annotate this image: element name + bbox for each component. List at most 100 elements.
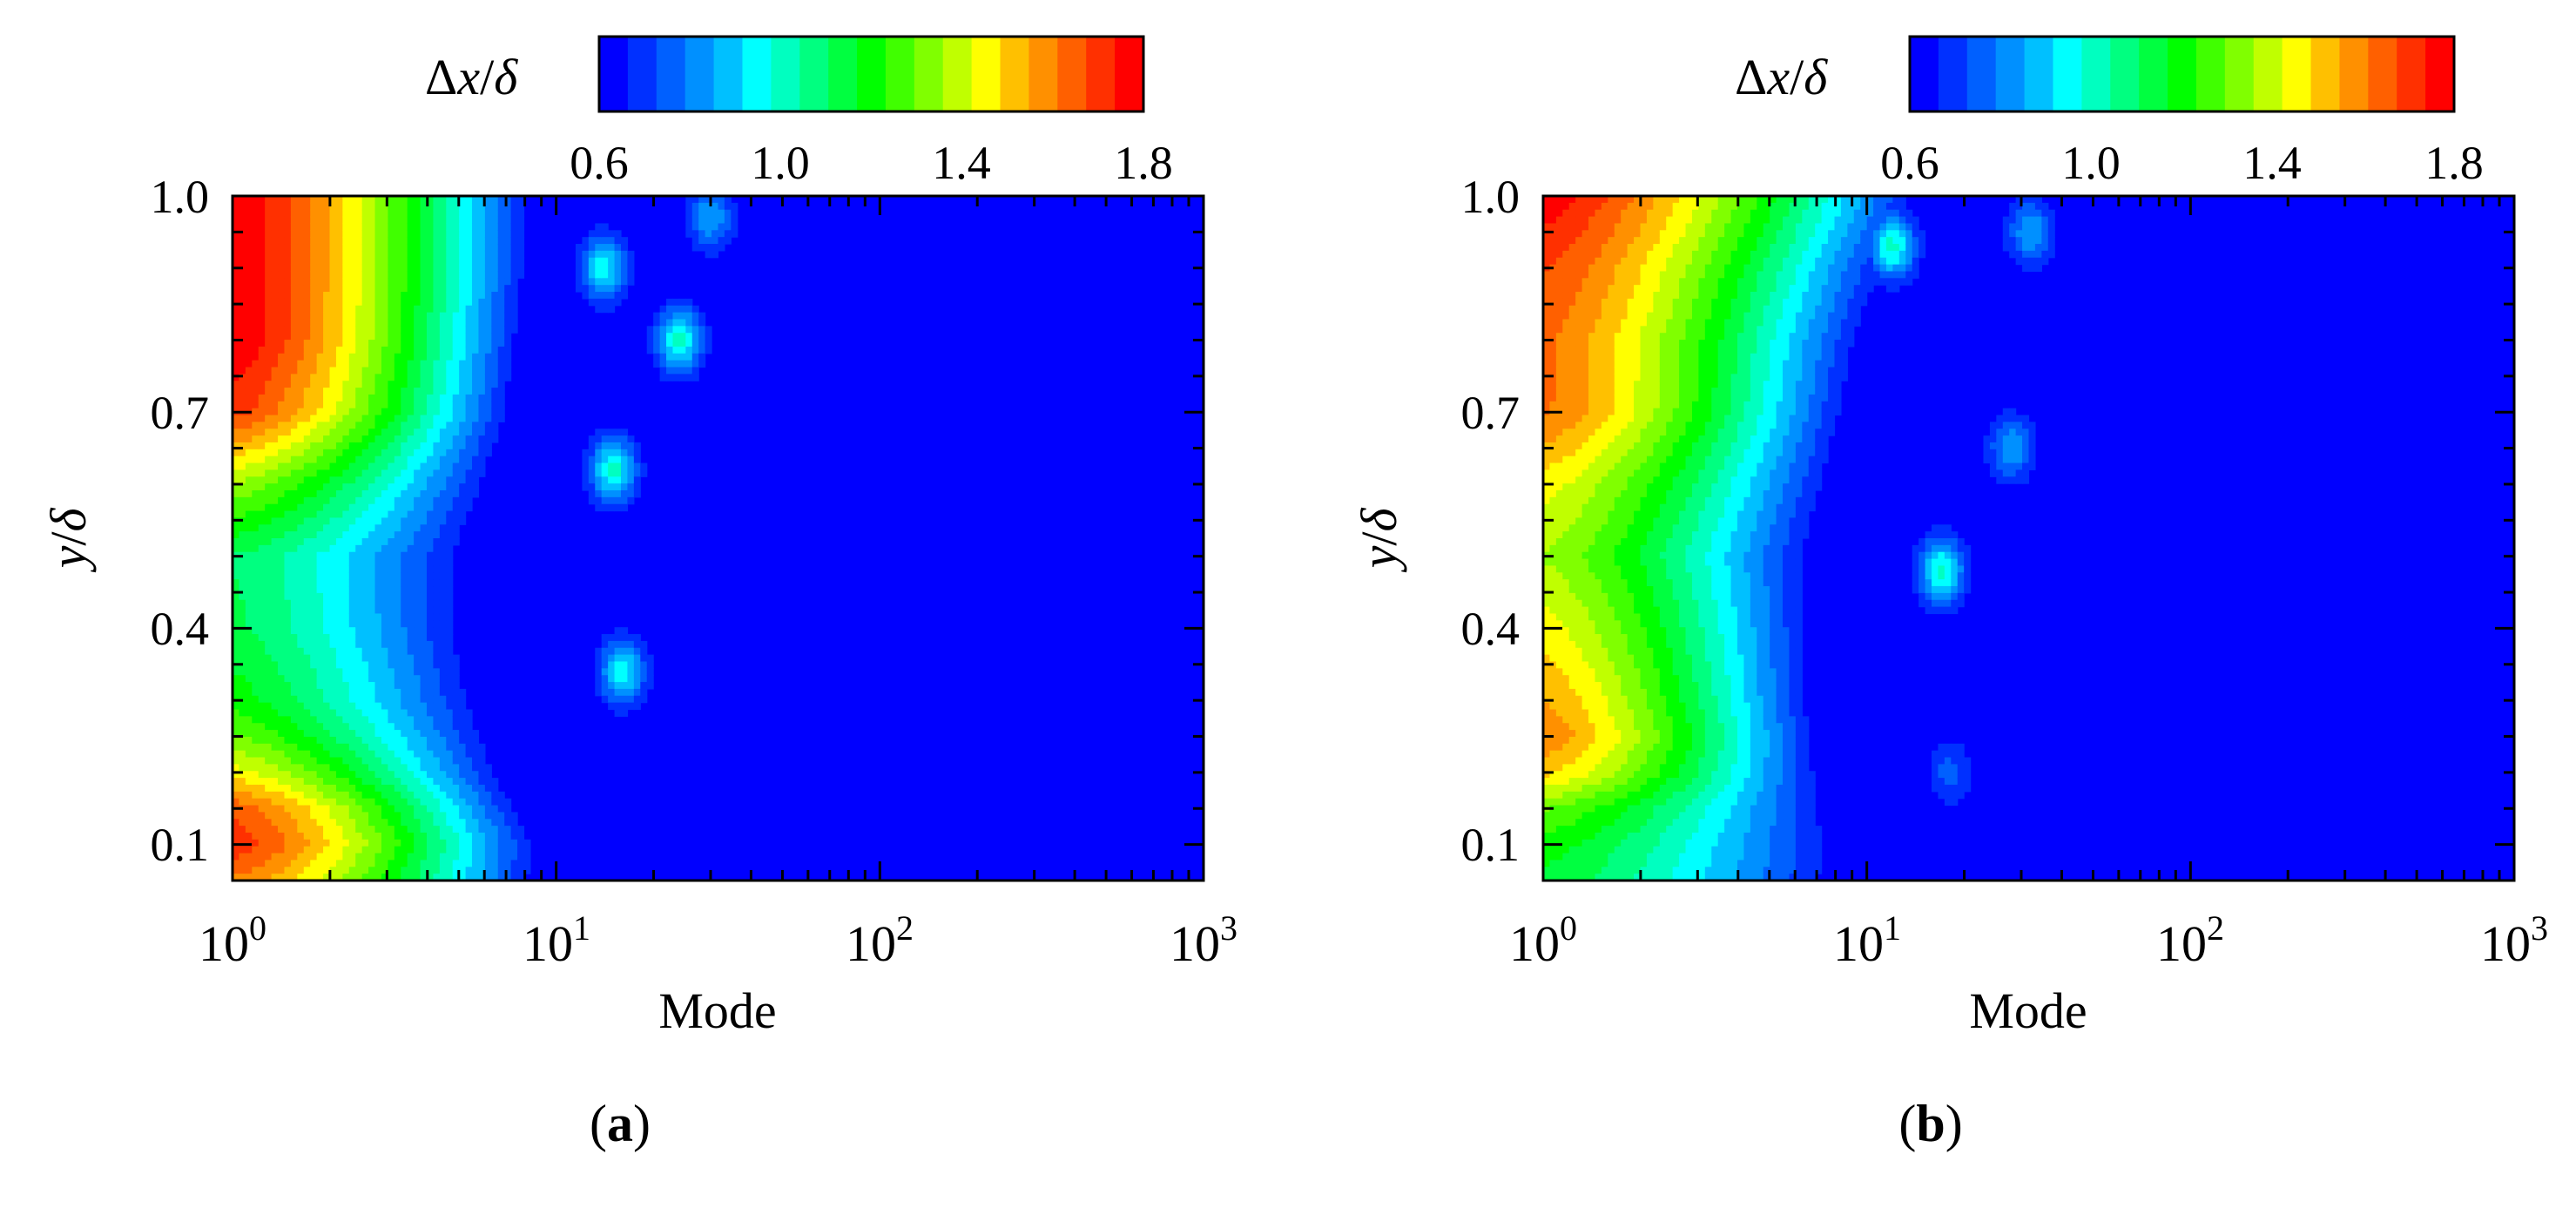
heatmap-cell (433, 469, 441, 477)
colorbar-tick-label: 1.0 (2061, 137, 2121, 189)
heatmap-cell (239, 579, 246, 587)
heatmap-cell (342, 285, 350, 293)
heatmap-cell (478, 750, 486, 759)
heatmap-cell (310, 695, 318, 704)
heatmap-cell (595, 647, 603, 656)
heatmap-cell (278, 340, 286, 348)
heatmap-cell (452, 860, 460, 867)
heatmap-cell (297, 496, 305, 505)
heatmap-cell (265, 819, 273, 827)
heatmap-cell (484, 784, 492, 793)
heatmap-cell (1543, 592, 1551, 601)
heatmap-cell (355, 867, 363, 874)
heatmap-cell (439, 572, 447, 580)
heatmap-cell (245, 874, 253, 881)
heatmap-cell (252, 503, 260, 512)
heatmap-cell (1543, 216, 1551, 225)
heatmap-cell (374, 374, 382, 381)
heatmap-cell (310, 503, 318, 512)
heatmap-cell (355, 462, 363, 470)
heatmap-cell (265, 599, 273, 608)
heatmap-cell (284, 346, 292, 354)
heatmap-cell (297, 832, 305, 840)
heatmap-cell (394, 367, 401, 375)
heatmap-cell (407, 647, 415, 656)
heatmap-cell (239, 839, 246, 847)
heatmap-cell (342, 353, 350, 361)
heatmap-cell (401, 230, 408, 238)
heatmap-cell (258, 743, 266, 752)
heatmap-cell (394, 489, 401, 498)
heatmap-cell (407, 196, 415, 204)
heatmap-cell (1555, 798, 1563, 806)
heatmap-cell (394, 202, 401, 211)
heatmap-cell (233, 429, 240, 436)
heatmap-cell (342, 538, 350, 546)
heatmap-cell (414, 285, 421, 293)
heatmap-cell (361, 374, 369, 381)
heatmap-cell (446, 586, 454, 594)
heatmap-cell (284, 442, 292, 450)
heatmap-cell (252, 435, 260, 443)
heatmap-cell (316, 716, 324, 724)
heatmap-cell (297, 230, 305, 238)
heatmap-cell (348, 620, 356, 628)
heatmap-cell (401, 346, 408, 354)
heatmap-cell (310, 415, 318, 422)
heatmap-cell (614, 489, 622, 498)
heatmap-cell (310, 826, 318, 833)
heatmap-cell (233, 826, 240, 833)
heatmap-cell (342, 196, 350, 204)
heatmap-cell (452, 531, 460, 539)
heatmap-cell (335, 381, 343, 388)
heatmap-cell (608, 503, 616, 512)
heatmap-cell (420, 257, 428, 266)
heatmap-cell (1549, 237, 1557, 245)
heatmap-cell (329, 422, 337, 429)
heatmap-cell (465, 503, 473, 512)
heatmap-cell (348, 271, 356, 279)
heatmap-cell (394, 812, 401, 820)
heatmap-cell (271, 778, 279, 786)
heatmap-cell (407, 503, 415, 512)
heatmap-cell (316, 867, 324, 874)
heatmap-cell (297, 223, 305, 231)
heatmap-cell (342, 839, 350, 847)
heatmap-cell (1562, 743, 1570, 752)
heatmap-cell (265, 812, 273, 820)
colorbar-swatch (971, 37, 1001, 111)
heatmap-cell (608, 285, 616, 293)
heatmap-cell (595, 257, 603, 266)
heatmap-cell (484, 237, 492, 245)
heatmap-cell (348, 278, 356, 286)
heatmap-cell (335, 360, 343, 368)
heatmap-cell (1562, 524, 1570, 532)
heatmap-cell (342, 586, 350, 594)
heatmap-cell (439, 668, 447, 676)
heatmap-cell (323, 367, 331, 375)
heatmap-cell (284, 244, 292, 252)
heatmap-cell (439, 476, 447, 484)
heatmap-cell (394, 264, 401, 273)
heatmap-cell (388, 627, 395, 635)
heatmap-cell (342, 647, 350, 656)
heatmap-cell (297, 599, 305, 608)
heatmap-cell (1543, 422, 1551, 429)
heatmap-cell (427, 867, 435, 874)
heatmap-cell (348, 675, 356, 683)
heatmap-cell (621, 647, 629, 656)
heatmap-cell (278, 230, 286, 238)
heatmap-cell (427, 374, 435, 381)
heatmap-cell (284, 743, 292, 752)
heatmap-cell (1543, 531, 1551, 539)
heatmap-cell (329, 374, 337, 381)
heatmap-cell (394, 613, 401, 621)
heatmap-cell (374, 496, 382, 505)
heatmap-cell (484, 223, 492, 231)
heatmap-cell (1543, 826, 1551, 833)
heatmap-cell (329, 764, 337, 772)
heatmap-cell (310, 524, 318, 532)
heatmap-cell (310, 456, 318, 464)
heatmap-cell (245, 709, 253, 717)
heatmap-cell (258, 709, 266, 717)
